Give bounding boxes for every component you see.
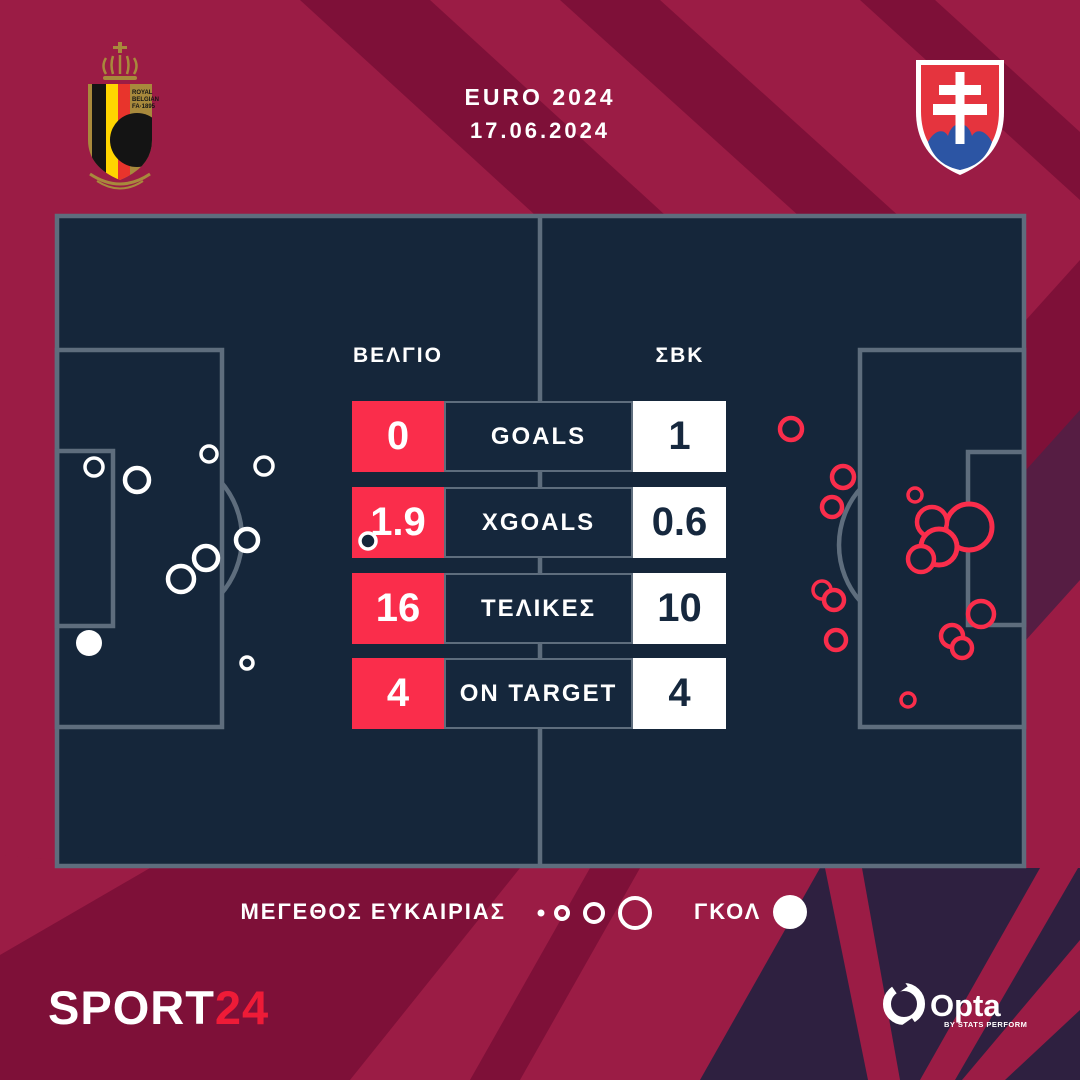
away-team-crest bbox=[916, 60, 1004, 175]
crest-text-line: FA·1895 bbox=[132, 104, 156, 110]
stat-label-xgoals: XGOALS bbox=[444, 487, 633, 558]
chance-size-circle bbox=[537, 909, 545, 917]
publisher-logo-text: SPORT bbox=[48, 981, 215, 1034]
data-provider-logo: Opta BY STATS PERFORM bbox=[883, 978, 1027, 1034]
away-shots-value: 10 bbox=[633, 573, 726, 644]
stat-label-shots: ΤΕΛΙΚΕΣ bbox=[444, 573, 633, 644]
chance-size-circle bbox=[583, 902, 605, 924]
publisher-logo: SPORT24 bbox=[48, 980, 269, 1035]
stat-row-shots: 16 ΤΕΛΙΚΕΣ 10 bbox=[352, 573, 726, 644]
match-date: 17.06.2024 bbox=[469, 118, 611, 143]
stat-row-goals: 0 GOALS 1 bbox=[352, 401, 726, 472]
chance-size-legend-label: ΜΕΓΕΘΟΣ ΕΥΚΑΙΡΙΑΣ bbox=[240, 899, 506, 924]
tournament-title: EURO 2024 bbox=[464, 84, 616, 110]
left-six-yard-box bbox=[54, 448, 116, 629]
double-cross-icon bbox=[933, 72, 987, 144]
home-on-target-value: 4 bbox=[352, 658, 444, 729]
goal-legend-circle bbox=[773, 895, 807, 929]
away-xgoals-value: 0.6 bbox=[633, 487, 726, 558]
home-shots-value: 16 bbox=[352, 573, 444, 644]
home-team-name: ΒΕΛΓΙΟ bbox=[353, 344, 443, 367]
shield: ROYAL BELGIAN FA·1895 bbox=[88, 84, 159, 180]
away-team-name: ΣΒΚ bbox=[655, 344, 705, 367]
opta-ring-icon bbox=[883, 978, 925, 1034]
three-peaks-hill bbox=[928, 124, 992, 170]
crest-text-line: ROYAL bbox=[132, 90, 153, 96]
chance-size-legend-circles bbox=[537, 896, 652, 930]
goal-filled-circle bbox=[773, 895, 807, 929]
crown-icon bbox=[102, 42, 138, 80]
chance-size-circle bbox=[618, 896, 652, 930]
goal-legend-label: ΓΚΟΛ bbox=[694, 899, 762, 924]
publisher-logo-accent: 24 bbox=[214, 981, 270, 1034]
provider-subtitle: BY STATS PERFORM bbox=[944, 1020, 1027, 1029]
stat-row-xgoals: 1.9 XGOALS 0.6 bbox=[352, 487, 726, 558]
stat-label-on-target: ON TARGET bbox=[444, 658, 633, 729]
away-goals-value: 1 bbox=[633, 401, 726, 472]
away-on-target-value: 4 bbox=[633, 658, 726, 729]
laurel-wreath bbox=[89, 172, 151, 190]
right-penalty-arc bbox=[836, 485, 860, 605]
home-team-crest: ROYAL BELGIAN FA·1895 bbox=[88, 42, 159, 190]
provider-name: Opta bbox=[930, 988, 1001, 1023]
crest-text-line: BELGIAN bbox=[132, 97, 159, 103]
chance-size-circle bbox=[554, 905, 570, 921]
stat-label-goals: GOALS bbox=[444, 401, 633, 472]
home-xgoals-value: 1.9 bbox=[352, 487, 444, 558]
stat-row-on-target: 4 ON TARGET 4 bbox=[352, 658, 726, 729]
home-goals-value: 0 bbox=[352, 401, 444, 472]
